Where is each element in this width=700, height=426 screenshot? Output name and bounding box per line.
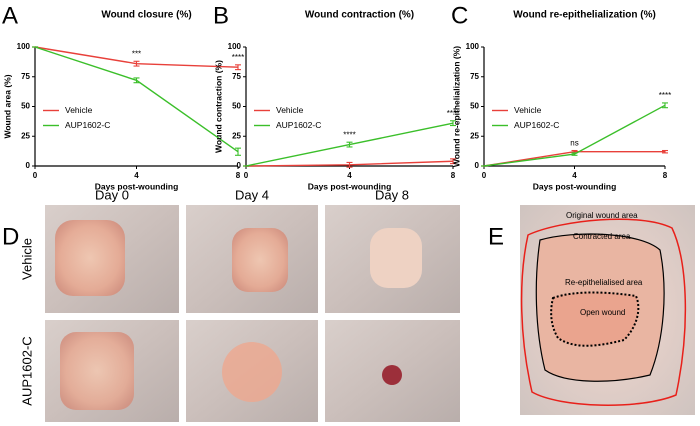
y-tick-label: 75 <box>21 72 30 81</box>
y-tick-label: 0 <box>475 161 480 170</box>
error-bar <box>133 60 140 67</box>
significance: **** <box>232 53 244 62</box>
y-tick-label: 25 <box>470 131 479 140</box>
legend-label: AUP1602-C <box>514 120 559 130</box>
legend-label: Vehicle <box>65 105 93 115</box>
wound <box>232 228 288 292</box>
legend-label: Vehicle <box>514 105 542 115</box>
y-tick-label: 100 <box>17 42 31 51</box>
x-tick-label: 4 <box>347 171 352 180</box>
x-tick-label: 4 <box>134 171 139 180</box>
x-tick-label: 4 <box>572 171 577 180</box>
error-bar <box>235 64 241 71</box>
chart-title: Wound re-epithelialization (%) <box>513 10 656 21</box>
y-axis-label: Wound area (%) <box>2 74 12 138</box>
y-tick-label: 50 <box>21 102 30 111</box>
column-label: Day 4 <box>235 187 269 202</box>
y-axis-label: Wound contraction (%) <box>213 60 223 153</box>
row-label: Vehicle <box>19 238 34 280</box>
x-tick-label: 8 <box>451 171 456 180</box>
x-tick-label: 8 <box>663 171 668 180</box>
annotation: Open wound <box>580 308 625 317</box>
wound <box>60 332 134 410</box>
error-bar <box>662 102 668 109</box>
y-tick-label: 0 <box>26 161 31 170</box>
chart-title: Wound contraction (%) <box>305 10 414 21</box>
panel-label: C <box>451 2 468 29</box>
x-axis-label: Days post-wounding <box>533 181 617 191</box>
panel-label: B <box>213 2 229 29</box>
significance: **** <box>447 109 459 118</box>
panel-label: E <box>488 223 504 250</box>
legend-label: AUP1602-C <box>65 120 110 130</box>
y-axis-label: Wound re-epithelialization (%) <box>451 46 461 167</box>
legend-label: AUP1602-C <box>276 120 321 130</box>
y-tick-label: 50 <box>232 102 241 111</box>
y-tick-label: 25 <box>21 131 30 140</box>
y-tick-label: 50 <box>470 102 479 111</box>
panel-label: A <box>2 2 18 29</box>
error-bar <box>571 152 578 156</box>
series-line <box>483 104 666 167</box>
error-bar <box>450 158 456 165</box>
y-tick-label: 75 <box>470 72 479 81</box>
error-bar <box>235 147 241 156</box>
y-tick-label: 0 <box>237 161 242 170</box>
legend-label: Vehicle <box>276 105 304 115</box>
x-tick-label: 0 <box>482 171 487 180</box>
wound <box>222 342 282 402</box>
y-tick-label: 100 <box>228 42 242 51</box>
x-tick-label: 0 <box>33 171 38 180</box>
chart-title: Wound closure (%) <box>101 10 191 21</box>
schematic-image <box>520 205 695 415</box>
error-bar <box>346 141 353 148</box>
significance: **** <box>343 130 355 139</box>
x-axis-label: Days post-wounding <box>95 181 179 191</box>
x-tick-label: 8 <box>236 171 241 180</box>
y-tick-label: 100 <box>466 42 480 51</box>
photo-grid <box>45 205 460 422</box>
significance: ns <box>570 139 578 148</box>
error-bar <box>662 149 668 154</box>
wound <box>370 228 422 288</box>
annotation: Original wound area <box>566 211 638 220</box>
error-bar <box>346 161 353 168</box>
x-axis-label: Days post-wounding <box>308 181 392 191</box>
y-tick-label: 75 <box>232 72 241 81</box>
original-outline <box>520 218 687 406</box>
row-label: AUP1602-C <box>19 336 34 405</box>
error-bar <box>450 120 456 127</box>
significance: **** <box>659 91 671 100</box>
open-wound-outline <box>550 291 640 347</box>
x-tick-label: 0 <box>244 171 249 180</box>
panel-label: D <box>2 223 19 250</box>
wound <box>55 220 125 296</box>
wound <box>382 365 402 385</box>
annotation: Re-epithelialised area <box>565 278 643 287</box>
column-label: Day 8 <box>375 187 409 202</box>
error-bar <box>133 77 140 84</box>
annotation: Contracted area <box>573 232 631 241</box>
significance: *** <box>132 49 141 58</box>
y-tick-label: 25 <box>232 131 241 140</box>
column-label: Day 0 <box>95 187 129 202</box>
